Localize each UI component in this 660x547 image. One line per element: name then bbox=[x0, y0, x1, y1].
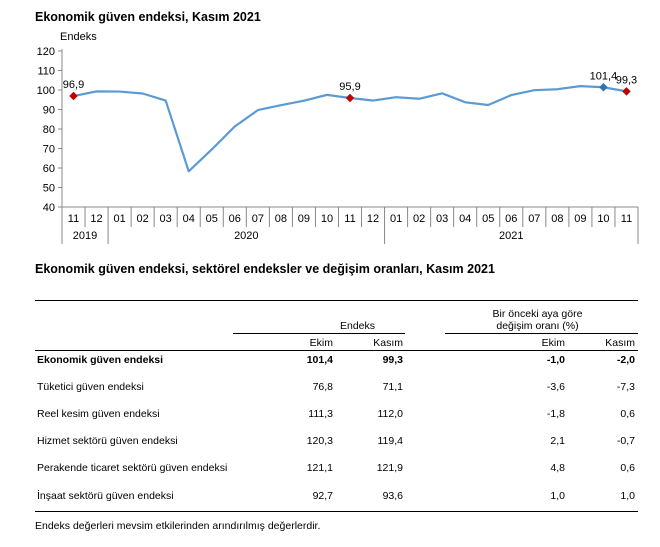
row-label: Tüketici güven endeksi bbox=[37, 381, 144, 393]
x-tick-label: 11 bbox=[68, 213, 79, 225]
x-tick-label: 07 bbox=[528, 213, 540, 225]
col-header-change-ekim: Ekim bbox=[541, 337, 565, 349]
col-header-change-kasim: Kasım bbox=[605, 337, 635, 349]
row-label: Perakende ticaret sektörü güven endeksi bbox=[37, 462, 228, 474]
col-header-ekim: Ekim bbox=[309, 337, 333, 349]
cell-kasim: 71,1 bbox=[382, 381, 403, 393]
x-tick-label: 02 bbox=[137, 213, 149, 225]
data-label: 95,9 bbox=[339, 81, 360, 93]
row-label: Hizmet sektörü güven endeksi bbox=[37, 435, 178, 447]
cell-ekim: 92,7 bbox=[312, 490, 333, 502]
y-tick-label: 100 bbox=[37, 85, 55, 97]
data-point-marker bbox=[69, 91, 78, 101]
y-tick-label: 110 bbox=[37, 66, 55, 78]
table-row: Ekonomik güven endeksi 101,4 99,3 -1,0 -2,0 bbox=[35, 354, 638, 368]
table-bottom-rule bbox=[35, 511, 638, 512]
cell-ch-kasim: -0,7 bbox=[616, 435, 635, 447]
y-tick-label: 120 bbox=[37, 46, 55, 58]
y-tick-label: 40 bbox=[43, 202, 55, 214]
x-tick-label: 10 bbox=[597, 213, 609, 225]
y-tick-label: 90 bbox=[43, 105, 55, 117]
data-point-marker bbox=[622, 87, 631, 96]
group-header-change-line2: değişim oranı (%) bbox=[496, 320, 579, 332]
table-row: Hizmet sektörü güven endeksi 120,3 119,4 2,… bbox=[35, 435, 638, 449]
cell-kasim: 93,6 bbox=[382, 490, 403, 502]
data-label: 99,3 bbox=[616, 74, 637, 86]
x-tick-label: 05 bbox=[206, 213, 218, 225]
cell-ch-ekim: -1,0 bbox=[546, 354, 565, 366]
cell-ch-ekim: -1,8 bbox=[546, 408, 565, 420]
table-title: Ekonomik güven endeksi, sektörel endeksl… bbox=[35, 262, 495, 276]
cell-ch-kasim: 0,6 bbox=[620, 408, 635, 420]
cell-ch-kasim: -7,3 bbox=[616, 381, 635, 393]
cell-ch-kasim: -2,0 bbox=[616, 354, 635, 366]
cell-ekim: 76,8 bbox=[312, 381, 333, 393]
chart-title: Ekonomik güven endeksi, Kasım 2021 bbox=[35, 10, 261, 24]
data-point-marker bbox=[345, 93, 355, 103]
x-tick-label: 06 bbox=[505, 213, 517, 225]
cell-ch-ekim: 1,0 bbox=[550, 490, 565, 502]
table-row: İnşaat sektörü güven endeksi 92,7 93,6 1,0 1… bbox=[35, 490, 638, 504]
x-tick-label: 06 bbox=[229, 213, 241, 225]
group-header-endeks: Endeks bbox=[340, 320, 376, 332]
x-tick-label: 11 bbox=[621, 213, 632, 225]
x-tick-label: 03 bbox=[436, 213, 448, 225]
x-tick-label: 09 bbox=[574, 213, 586, 225]
x-tick-label: 05 bbox=[482, 213, 494, 225]
y-tick-label: 80 bbox=[43, 124, 55, 136]
x-tick-label: 01 bbox=[113, 213, 125, 225]
cell-kasim: 112,0 bbox=[377, 408, 404, 420]
cell-ekim: 120,3 bbox=[306, 435, 333, 447]
y-tick-label: 50 bbox=[43, 183, 55, 195]
endeks-subheader-rule bbox=[233, 333, 405, 334]
cell-ch-ekim: 4,8 bbox=[550, 462, 565, 474]
footnote: Endeks değerleri mevsim etkilerinden arı… bbox=[35, 520, 321, 532]
x-tick-label: 07 bbox=[252, 213, 264, 225]
table-row: Tüketici güven endeksi 76,8 71,1 -3,6 -7,3 bbox=[35, 381, 638, 395]
data-label: 101,4 bbox=[590, 70, 618, 82]
cell-kasim: 119,4 bbox=[377, 435, 404, 447]
cell-ekim: 101,4 bbox=[306, 354, 333, 366]
x-tick-label: 11 bbox=[344, 213, 355, 225]
change-subheader-rule bbox=[445, 333, 638, 334]
header-bottom-rule bbox=[35, 350, 638, 351]
cell-ch-ekim: -3,6 bbox=[546, 381, 565, 393]
group-header-change-line1: Bir önceki aya göre bbox=[492, 308, 583, 320]
x-tick-label: 02 bbox=[413, 213, 425, 225]
table-row: Reel kesim güven endeksi 111,3 112,0 -1,8 0,… bbox=[35, 408, 638, 422]
y-tick-label: 70 bbox=[43, 144, 55, 156]
cell-ekim: 121,1 bbox=[306, 462, 333, 474]
cell-ch-kasim: 0,6 bbox=[620, 462, 635, 474]
data-point-marker bbox=[599, 83, 608, 92]
x-tick-label: 03 bbox=[160, 213, 172, 225]
data-label: 96,9 bbox=[63, 79, 84, 91]
row-label: İnşaat sektörü güven endeksi bbox=[37, 490, 174, 502]
x-tick-label: 09 bbox=[298, 213, 310, 225]
table-row: Perakende ticaret sektörü güven endeksi 1… bbox=[35, 462, 638, 476]
year-label: 2021 bbox=[499, 230, 523, 242]
cell-kasim: 99,3 bbox=[382, 354, 403, 366]
year-label: 2019 bbox=[73, 230, 97, 242]
x-tick-label: 12 bbox=[367, 213, 379, 225]
cell-ch-ekim: 2,1 bbox=[550, 435, 565, 447]
x-tick-label: 04 bbox=[183, 213, 195, 225]
y-tick-label: 60 bbox=[43, 163, 55, 175]
table-top-rule bbox=[35, 300, 638, 301]
year-label: 2020 bbox=[234, 230, 258, 242]
x-tick-label: 08 bbox=[551, 213, 563, 225]
x-tick-label: 08 bbox=[275, 213, 287, 225]
x-tick-label: 01 bbox=[390, 213, 402, 225]
col-header-kasim: Kasım bbox=[373, 337, 403, 349]
x-tick-label: 12 bbox=[90, 213, 102, 225]
x-tick-label: 10 bbox=[321, 213, 333, 225]
y-axis-label: Endeks bbox=[60, 31, 97, 43]
row-label: Reel kesim güven endeksi bbox=[37, 408, 160, 420]
cell-ch-kasim: 1,0 bbox=[620, 490, 635, 502]
x-tick-label: 04 bbox=[459, 213, 471, 225]
row-label: Ekonomik güven endeksi bbox=[37, 354, 164, 366]
cell-kasim: 121,9 bbox=[376, 462, 403, 474]
cell-ekim: 111,3 bbox=[308, 408, 333, 420]
